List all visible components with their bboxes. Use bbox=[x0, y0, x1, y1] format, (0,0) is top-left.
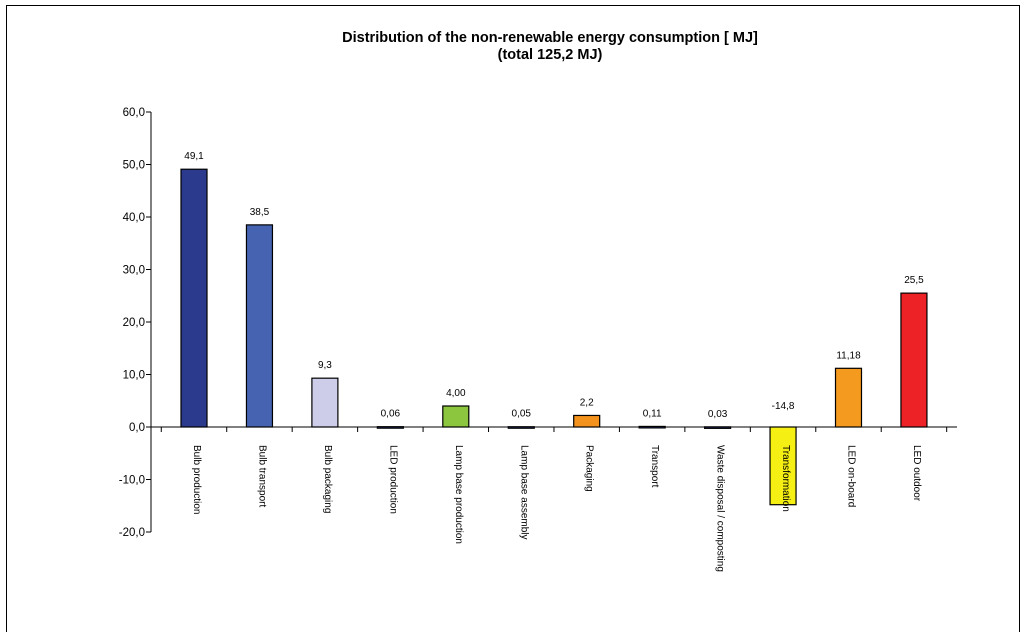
data-label: 0,05 bbox=[512, 409, 532, 420]
category-label: Lamp base production bbox=[453, 445, 464, 544]
bar bbox=[703, 426, 732, 429]
category-label: Transformation bbox=[780, 445, 791, 512]
category-label: Lamp base assembly bbox=[518, 445, 529, 540]
data-label: 0,11 bbox=[643, 408, 662, 419]
data-label: 49,1 bbox=[184, 151, 204, 162]
data-labels: 49,1 38,5 9,3 0,06 4,00 0,05 2,2 0,11 0,03 -14,8 1… bbox=[184, 151, 924, 420]
bar bbox=[507, 426, 535, 429]
y-tick-label: 60,0 bbox=[123, 107, 145, 119]
y-axis: 60,0 50,0 40,0 30,0 20,0 10,0 0,0 -10,0 -20,0 bbox=[119, 107, 152, 539]
chart-subtitle: (total 125,2 MJ) bbox=[497, 47, 603, 63]
data-label: 38,5 bbox=[250, 207, 270, 218]
category-label: Bulb transport bbox=[256, 445, 267, 507]
bar bbox=[442, 405, 470, 428]
bar bbox=[769, 426, 797, 506]
data-label: 0,06 bbox=[381, 409, 401, 420]
bar bbox=[180, 168, 208, 428]
bars bbox=[180, 168, 928, 506]
y-tick-label: -10,0 bbox=[119, 475, 145, 487]
y-tick-label: 20,0 bbox=[123, 317, 145, 329]
y-tick-label: -20,0 bbox=[119, 527, 145, 539]
category-label: Bulb packaging bbox=[322, 445, 333, 513]
data-label: 4,00 bbox=[446, 388, 466, 399]
chart-frame bbox=[6, 5, 1020, 632]
chart-title: Distribution of the non-renewable energy… bbox=[230, 30, 870, 64]
bar bbox=[638, 425, 666, 429]
data-label: -14,8 bbox=[772, 401, 795, 412]
chart-title-line1: Distribution of the non-renewable energy… bbox=[342, 30, 758, 46]
category-label: Packaging bbox=[584, 445, 595, 492]
data-label: 9,3 bbox=[318, 360, 332, 371]
data-label: 0,03 bbox=[708, 409, 728, 420]
category-label: Bulb production bbox=[191, 445, 202, 515]
category-label: LED production bbox=[387, 445, 398, 514]
y-tick-label: 10,0 bbox=[123, 370, 145, 382]
category-label: LED outdoor bbox=[911, 445, 922, 502]
y-tick-label: 0,0 bbox=[129, 422, 145, 434]
x-axis bbox=[151, 426, 957, 432]
bar bbox=[573, 414, 601, 428]
bar bbox=[376, 426, 404, 429]
data-label: 11,18 bbox=[836, 350, 861, 361]
bar bbox=[311, 377, 339, 428]
bar bbox=[245, 224, 274, 428]
bar bbox=[900, 292, 928, 428]
category-label: Waste disposal / composting bbox=[715, 445, 726, 572]
data-label: 2,2 bbox=[580, 397, 594, 408]
y-tick-label: 30,0 bbox=[123, 265, 145, 277]
data-label: 25,5 bbox=[904, 275, 924, 286]
category-labels: Bulb production Bulb transport Bulb packag… bbox=[191, 445, 922, 572]
y-tick-label: 40,0 bbox=[123, 212, 145, 224]
category-label: Transport bbox=[649, 445, 660, 488]
category-label: LED on-board bbox=[846, 445, 857, 507]
y-tick-label: 50,0 bbox=[123, 160, 145, 172]
bar bbox=[834, 367, 863, 428]
